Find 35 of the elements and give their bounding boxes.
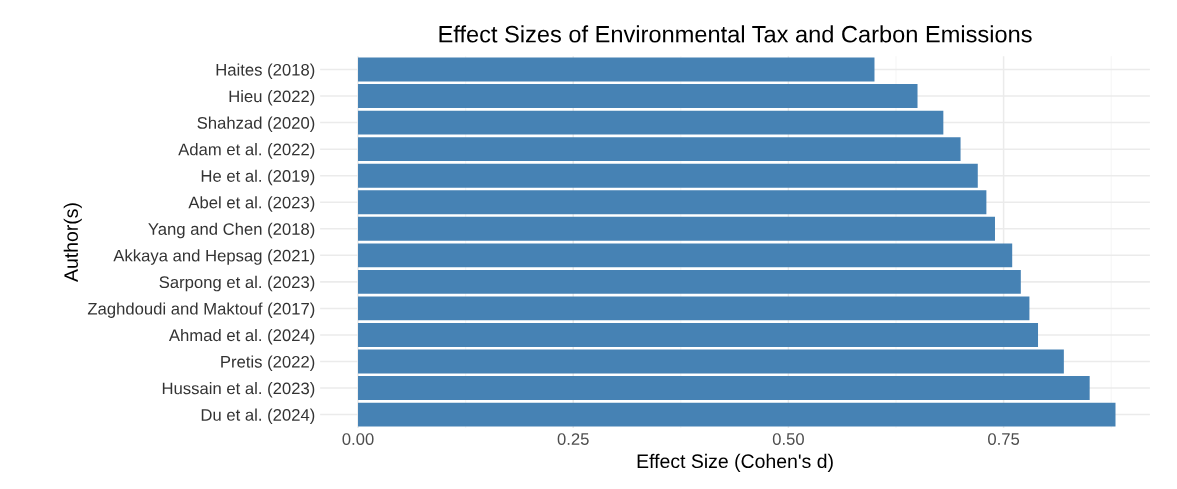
y-tick-label: Hieu (2022) [229, 90, 315, 106]
y-tick-label: Haites (2018) [216, 63, 315, 79]
y-tick-label: Pretis (2022) [221, 355, 315, 371]
x-tick-label: 0.25 [557, 433, 589, 445]
x-axis-title: Effect Size (Cohen's d) [637, 453, 833, 472]
x-tick-label: 0.75 [988, 433, 1020, 445]
y-tick-label: Abel et al. (2023) [188, 196, 315, 212]
y-tick-label: Sarpong et al. (2023) [159, 275, 315, 292]
y-tick-label: Zaghdoudi and Maktouf (2017) [87, 302, 315, 318]
bar [358, 190, 987, 215]
bar [358, 163, 978, 188]
bar [358, 243, 1013, 268]
y-tick-label: He et al. (2019) [201, 169, 315, 186]
bar [358, 137, 961, 162]
bar [358, 296, 1030, 321]
x-tick-label: 0.00 [342, 433, 374, 445]
bar [358, 216, 995, 241]
y-tick-label: Akkaya and Hepsag (2021) [113, 249, 315, 265]
bar [358, 84, 918, 108]
bar [358, 376, 1090, 400]
y-tick-label: Hussain et al. (2023) [162, 382, 315, 398]
x-tick-label: 0.50 [772, 433, 804, 445]
y-tick-label: Yang and Chen (2018) [148, 222, 315, 239]
bar [358, 402, 1116, 427]
y-tick-label: Adam et al. (2022) [178, 143, 315, 159]
bar [358, 110, 944, 135]
chart-title: Effect Sizes of Environmental Tax and Carbon Emissions [439, 25, 1032, 43]
y-tick-label: Du et al. (2024) [201, 408, 315, 425]
y-tick-label: Shahzad (2020) [197, 116, 315, 133]
bar [358, 349, 1064, 374]
y-tick-label: Ahmad et al. (2024) [168, 328, 315, 345]
bar [358, 323, 1039, 347]
bar [358, 57, 875, 82]
bar [358, 269, 1021, 294]
y-axis-title: Author(s) [63, 203, 82, 282]
